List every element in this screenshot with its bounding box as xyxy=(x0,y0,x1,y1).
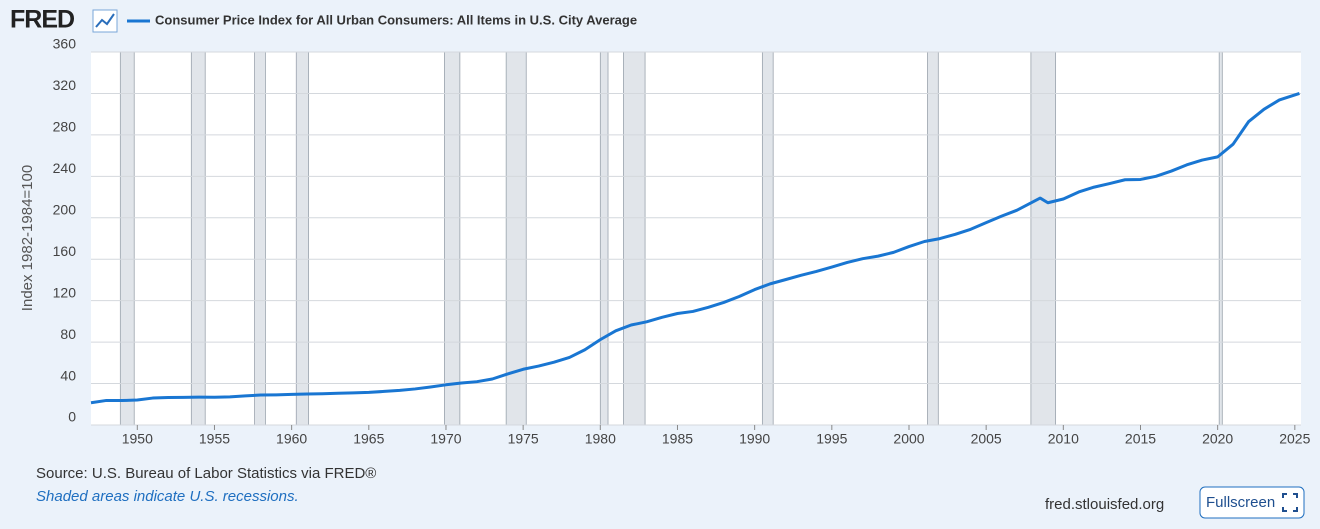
x-tick-label: 1955 xyxy=(199,431,230,447)
recession-band xyxy=(623,51,646,426)
recession-band xyxy=(1030,51,1057,426)
fullscreen-button[interactable]: Fullscreen xyxy=(1199,486,1305,519)
x-tick-label: 2020 xyxy=(1202,431,1233,447)
x-tick-label: 2015 xyxy=(1125,431,1156,447)
y-axis-label: Index 1982-1984=100 xyxy=(19,165,36,311)
button-box[interactable] xyxy=(1199,486,1305,519)
logo: FRED xyxy=(10,6,74,34)
x-tick-label: 2000 xyxy=(893,431,924,447)
site-url: fred.stlouisfed.org xyxy=(1045,496,1164,513)
x-tick-label: 1960 xyxy=(276,431,307,447)
y-tick-label: 200 xyxy=(53,201,77,217)
plot-area xyxy=(91,52,1301,425)
y-tick-label: 360 xyxy=(53,36,77,52)
x-tick-label: 2005 xyxy=(971,431,1002,447)
y-tick-label: 120 xyxy=(53,284,77,300)
x-tick-label: 1980 xyxy=(585,431,616,447)
recession-band xyxy=(599,51,609,426)
recession-band xyxy=(444,51,461,426)
recession-band xyxy=(190,51,206,426)
x-tick-label: 1985 xyxy=(662,431,693,447)
x-tick-label: 1975 xyxy=(508,431,539,447)
x-tick-label: 1970 xyxy=(430,431,461,447)
source: Source: U.S. Bureau of Labor Statistics … xyxy=(36,465,376,482)
button-icon[interactable] xyxy=(1282,493,1298,512)
y-tick-label: 80 xyxy=(60,326,76,342)
recession-band xyxy=(761,51,774,426)
recession-band xyxy=(295,51,310,426)
y-tick-label: 280 xyxy=(53,119,77,135)
logo-icon xyxy=(92,9,118,33)
legend-label: Consumer Price Index for All Urban Consu… xyxy=(155,12,637,27)
button-label[interactable]: Fullscreen xyxy=(1206,494,1275,511)
x-tick-label: 1995 xyxy=(816,431,847,447)
x-tick-label: 2010 xyxy=(1048,431,1079,447)
x-tick-label: 1950 xyxy=(122,431,153,447)
y-tick-label: 40 xyxy=(60,367,76,383)
y-tick-label: 320 xyxy=(53,77,77,93)
series-line xyxy=(90,92,1300,405)
recession-note: Shaded areas indicate U.S. recessions. xyxy=(36,488,299,505)
recession-band xyxy=(1218,51,1223,426)
x-tick-label: 1965 xyxy=(353,431,384,447)
y-tick-label: 160 xyxy=(53,243,77,259)
y-tick-label: 240 xyxy=(53,160,77,176)
y-tick-label: 0 xyxy=(68,409,76,425)
x-tick-label: 1990 xyxy=(739,431,770,447)
recession-band xyxy=(119,51,135,426)
recession-band xyxy=(254,51,266,426)
x-tick-label: 2025 xyxy=(1279,431,1310,447)
